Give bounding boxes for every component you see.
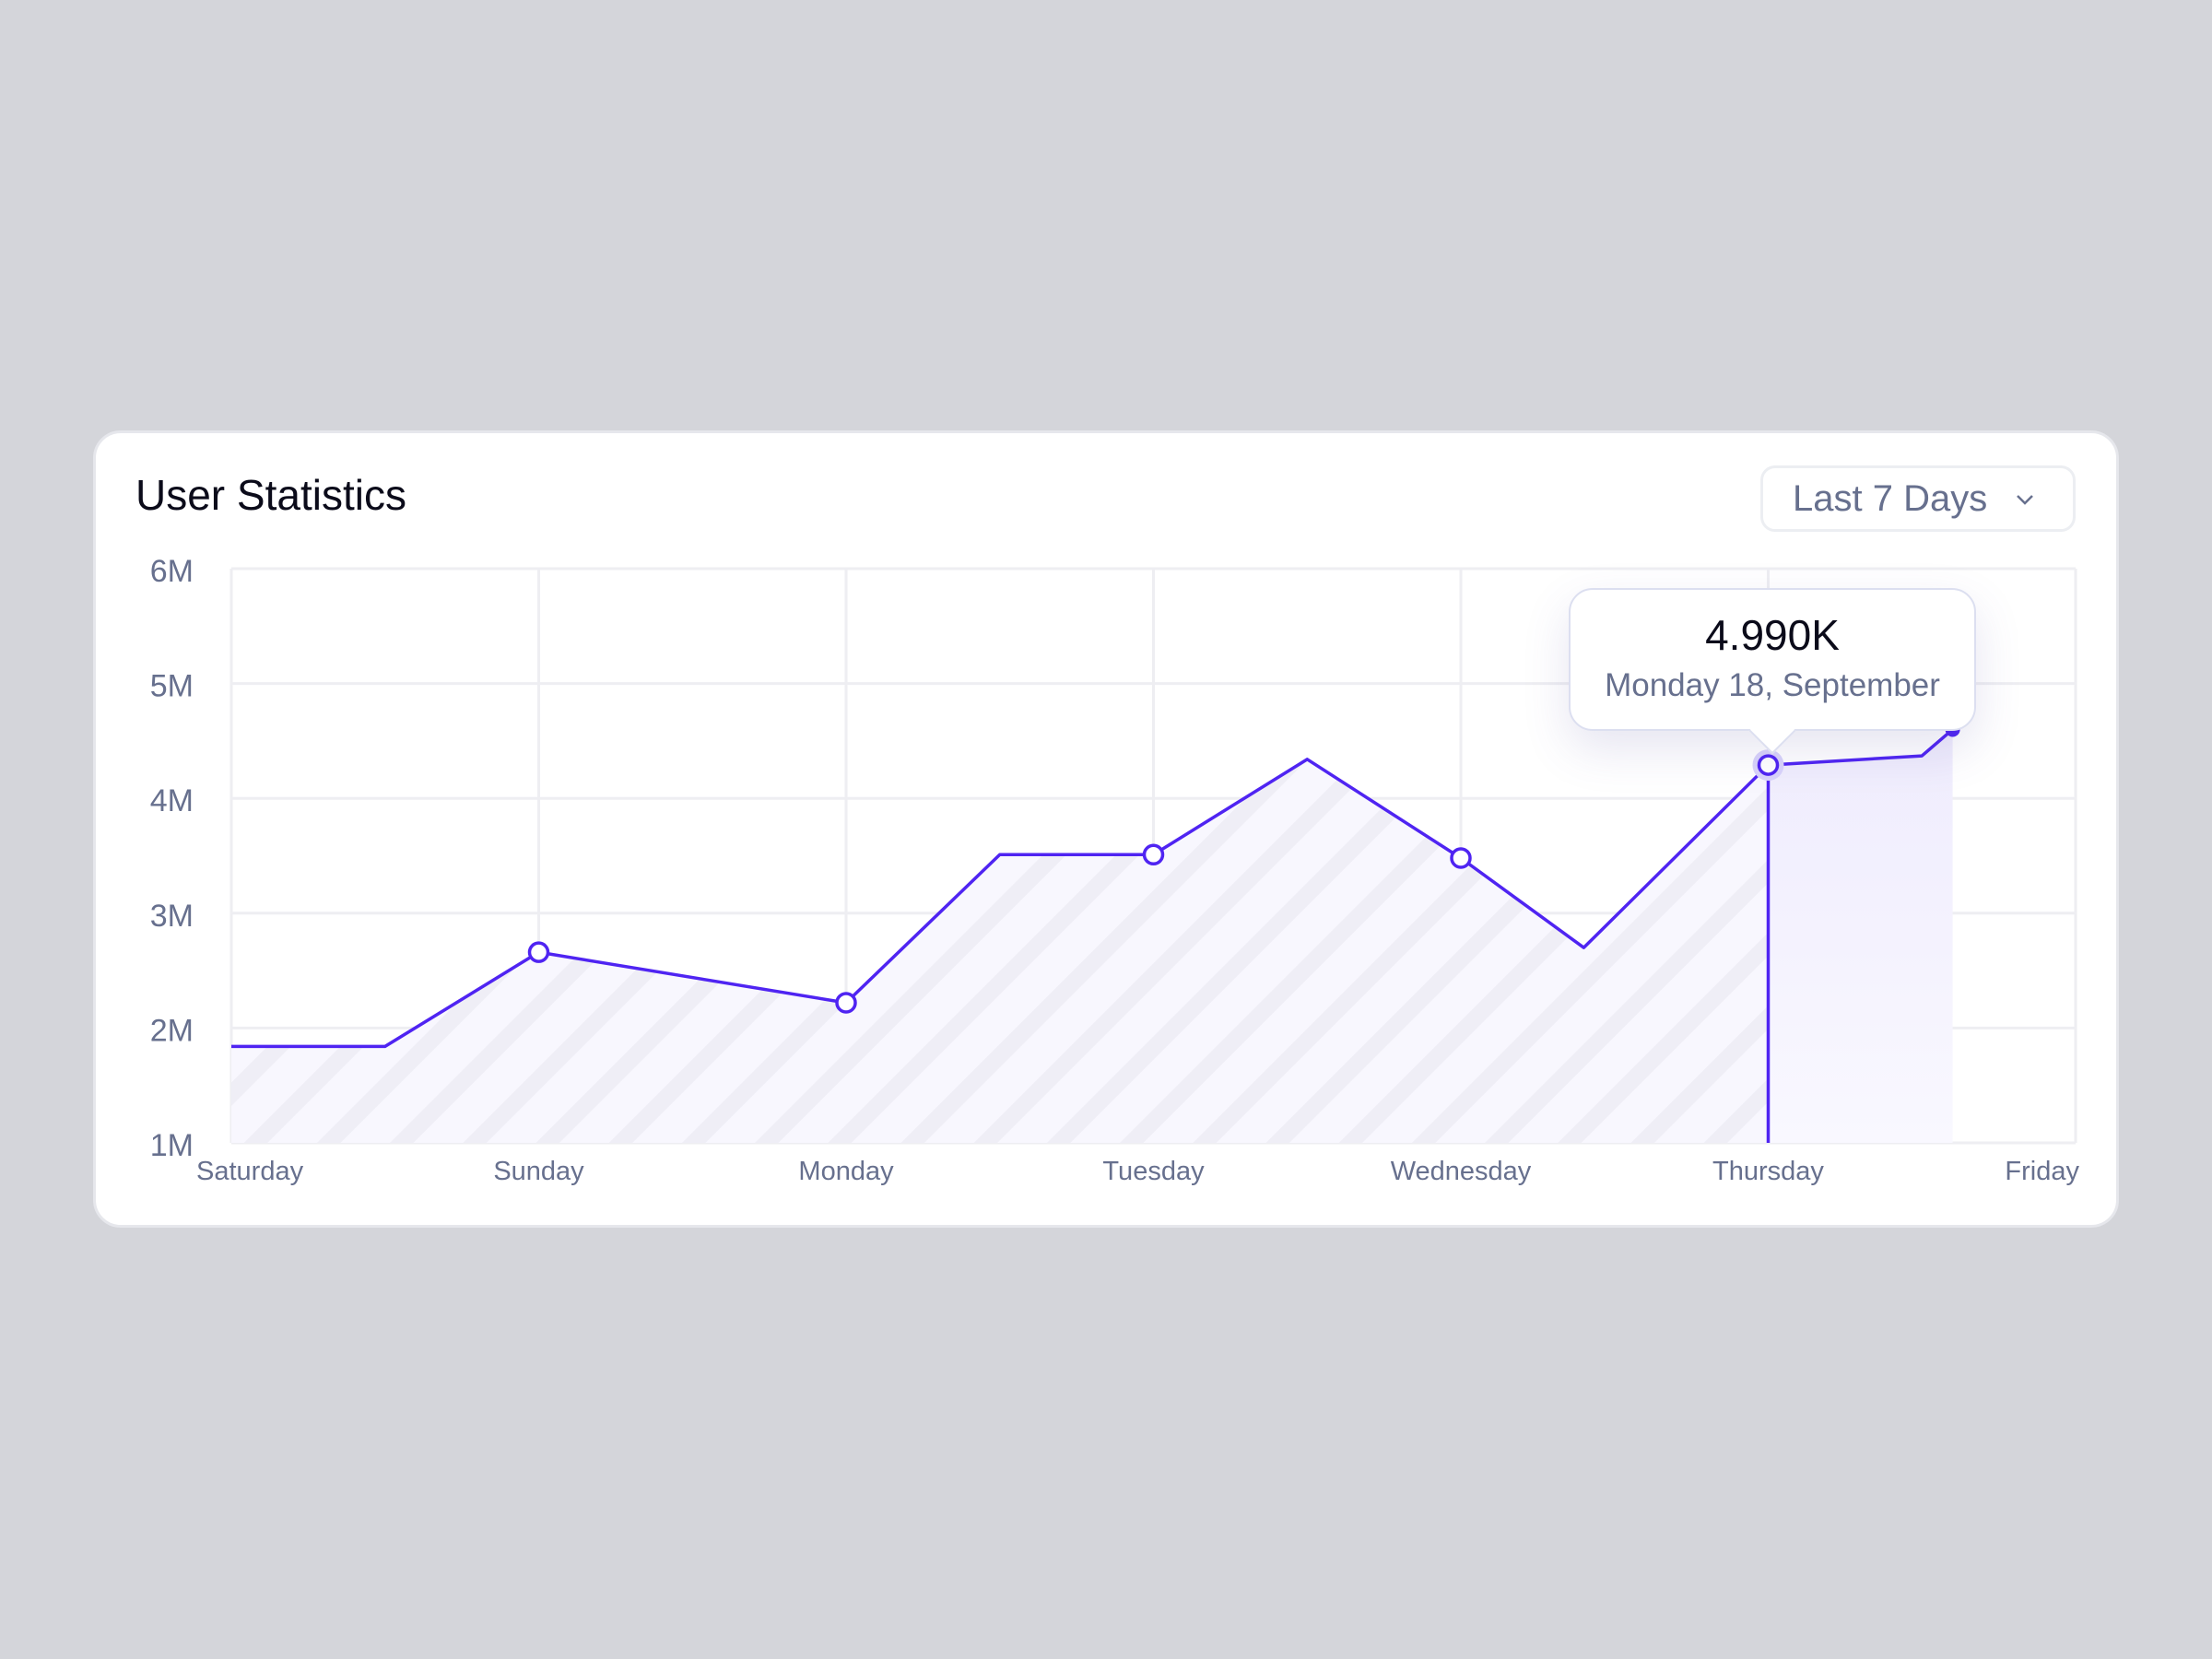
y-tick-label: 1M bbox=[150, 1128, 194, 1163]
y-tick-label: 6M bbox=[150, 554, 194, 589]
x-tick-label: Saturday bbox=[196, 1157, 304, 1186]
y-tick-label: 4M bbox=[150, 783, 194, 818]
tooltip-value: 4.990K bbox=[1705, 611, 1840, 659]
y-tick-label: 2M bbox=[150, 1013, 194, 1048]
x-tick-label: Monday bbox=[798, 1157, 894, 1186]
x-tick-label: Wednesday bbox=[1391, 1157, 1532, 1186]
tooltip-date: Monday 18, September bbox=[1605, 667, 1940, 703]
hatched-area bbox=[231, 759, 1769, 1143]
card-title: User Statistics bbox=[135, 471, 406, 519]
y-tick-label: 3M bbox=[150, 899, 194, 934]
data-point bbox=[1450, 847, 1472, 869]
y-tick-label: 5M bbox=[150, 669, 194, 704]
chart-tooltip: 4.990K Monday 18, September bbox=[1569, 588, 1976, 755]
date-range-dropdown[interactable]: Last 7 Days bbox=[1760, 465, 2076, 532]
date-range-value: Last 7 Days bbox=[1793, 477, 1988, 519]
x-tick-label: Tuesday bbox=[1102, 1157, 1205, 1186]
chevron-down-icon bbox=[2017, 495, 2033, 505]
x-tick-label: Thursday bbox=[1712, 1157, 1824, 1186]
data-point bbox=[1757, 754, 1780, 776]
x-tick-label: Sunday bbox=[493, 1157, 584, 1186]
series-line bbox=[231, 728, 1954, 1049]
data-point bbox=[1142, 843, 1165, 866]
data-point bbox=[527, 941, 550, 963]
highlight-area bbox=[1768, 729, 1953, 1143]
x-tick-label: Friday bbox=[2005, 1157, 2079, 1186]
data-point bbox=[835, 992, 857, 1014]
